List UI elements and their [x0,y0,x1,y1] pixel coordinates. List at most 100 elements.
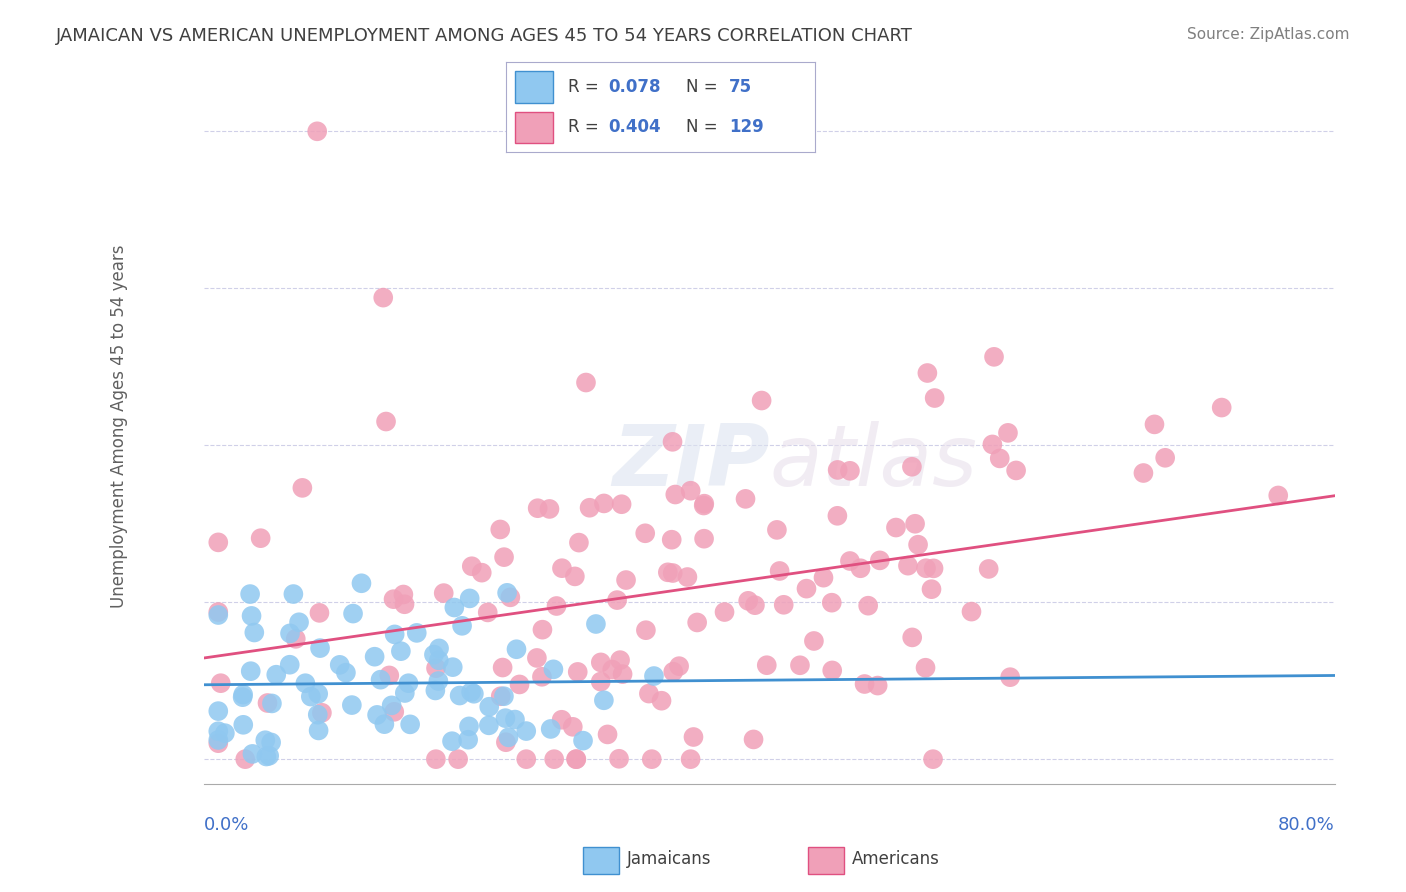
Point [492,690,515,704]
Point [373,291,395,305]
Point [796,582,818,596]
Point [278,626,301,640]
Point [463,687,485,701]
Point [600,663,623,677]
Point [1143,417,1166,432]
Point [294,676,316,690]
Point [440,734,463,748]
Point [813,571,835,585]
Point [981,437,1004,451]
Text: 80.0%: 80.0% [1278,815,1334,834]
Point [232,718,254,732]
Point [538,502,561,516]
Point [254,733,277,747]
Point [668,659,690,673]
Point [370,673,392,687]
Point [540,722,562,736]
Point [593,693,616,707]
Point [373,717,395,731]
Point [543,752,565,766]
FancyBboxPatch shape [516,112,553,143]
Point [744,598,766,612]
Point [307,707,329,722]
Point [307,687,329,701]
Point [283,587,305,601]
Point [866,679,889,693]
Point [515,724,537,739]
Point [257,748,280,763]
Point [1132,466,1154,480]
Point [661,566,683,580]
Point [1211,401,1233,415]
Point [308,606,330,620]
Point [550,713,572,727]
Point [264,667,287,681]
Point [366,707,388,722]
Point [561,720,583,734]
Point [564,569,586,583]
Point [350,576,373,591]
Point [256,696,278,710]
Point [509,677,531,691]
Point [922,752,945,766]
Point [856,599,879,613]
Point [478,699,501,714]
Point [643,669,665,683]
Text: 129: 129 [728,118,763,136]
Point [614,573,637,587]
Point [239,664,262,678]
Point [498,731,520,745]
Point [596,727,619,741]
Point [1005,463,1028,477]
Point [240,608,263,623]
Point [515,752,537,766]
Point [904,516,927,531]
Point [589,656,612,670]
Text: R =: R = [568,118,605,136]
Point [915,561,938,575]
Point [309,641,332,656]
Point [585,617,607,632]
Point [209,676,232,690]
Point [489,523,512,537]
Point [526,651,548,665]
Point [260,697,283,711]
Point [693,532,716,546]
Text: R =: R = [568,78,605,95]
Point [239,587,262,601]
Point [433,586,456,600]
Point [565,752,588,766]
Point [375,415,398,429]
Point [425,661,447,675]
Point [988,451,1011,466]
Point [634,526,657,541]
Point [662,665,685,679]
Point [924,391,946,405]
Point [657,566,679,580]
Point [651,694,673,708]
Point [398,676,420,690]
Point [214,726,236,740]
Point [734,491,756,506]
Point [922,561,945,575]
Point [449,689,471,703]
Point [207,605,229,619]
Point [443,600,465,615]
Point [543,662,565,676]
Point [242,747,264,761]
Point [897,558,920,573]
Text: 0.0%: 0.0% [204,815,249,834]
Point [737,594,759,608]
Point [839,464,862,478]
Point [827,463,849,477]
Point [907,538,929,552]
Point [447,752,470,766]
Text: Americans: Americans [852,850,939,868]
Point [382,592,405,607]
Point [505,642,527,657]
Point [1154,450,1177,465]
Point [394,686,416,700]
Point [427,653,450,667]
Point [983,350,1005,364]
Point [901,631,924,645]
